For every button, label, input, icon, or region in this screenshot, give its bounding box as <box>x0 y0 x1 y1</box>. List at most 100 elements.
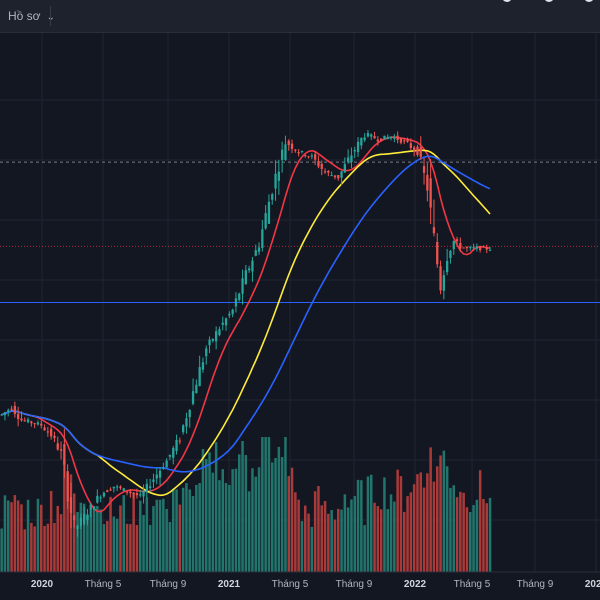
candlestick <box>290 139 294 154</box>
volume-bar <box>409 492 413 572</box>
candlestick <box>10 405 13 412</box>
candlestick <box>337 174 340 181</box>
candlestick <box>307 155 310 159</box>
candlestick <box>429 159 432 225</box>
candlestick <box>99 495 102 503</box>
candlestick <box>389 136 393 141</box>
candlestick <box>76 524 79 537</box>
candlestick <box>182 424 185 435</box>
candlestick <box>129 489 132 498</box>
candlestick <box>353 146 356 158</box>
candlestick <box>231 308 234 318</box>
volume-bar <box>383 477 386 572</box>
candlestick <box>142 484 145 504</box>
volume-bar <box>0 528 3 572</box>
volume-bar <box>195 484 198 572</box>
volume-bar <box>231 469 234 572</box>
candlestick <box>59 441 63 460</box>
volume-bar <box>445 466 449 572</box>
volume-bar <box>86 514 89 572</box>
volume-bar <box>63 460 66 572</box>
candlestick <box>3 411 7 421</box>
volume-bar <box>178 504 182 572</box>
volume-bar <box>59 514 63 572</box>
candlestick <box>89 502 92 517</box>
candlestick <box>224 317 228 331</box>
volume-bar <box>66 473 69 572</box>
candlestick <box>449 249 452 264</box>
candlestick <box>294 148 297 153</box>
candlestick <box>472 243 475 252</box>
volume-bar <box>264 437 267 572</box>
volume-bar <box>30 522 33 572</box>
volume-bar <box>452 485 455 572</box>
candlestick <box>432 199 436 237</box>
candlestick <box>264 205 267 230</box>
candlestick <box>195 379 198 394</box>
x-tick-label: Tháng 9 <box>336 579 373 590</box>
candlestick <box>439 260 442 295</box>
circle-icon[interactable] <box>584 0 594 2</box>
volume-bar <box>304 505 307 572</box>
volume-bar <box>224 483 228 572</box>
x-tick-label: 2022 <box>404 579 427 590</box>
candlestick <box>479 245 482 253</box>
volume-bar <box>459 491 462 572</box>
volume-bar <box>139 500 142 572</box>
candlestick <box>56 436 59 451</box>
volume-bar <box>205 458 208 572</box>
volume-bar <box>125 523 129 572</box>
candlestick <box>152 473 155 488</box>
x-tick-label: 2021 <box>218 579 241 590</box>
candlestick <box>459 237 462 252</box>
circle-icon[interactable] <box>544 0 554 2</box>
volume-bar <box>379 509 383 572</box>
candlestick <box>185 412 188 434</box>
candlestick <box>446 248 449 276</box>
candlestick <box>297 149 300 157</box>
volume-bar <box>426 473 429 572</box>
candlestick <box>215 326 218 350</box>
candlestick <box>254 244 257 257</box>
candlestick <box>485 244 488 254</box>
top-toolbar: Hồ sơ⌄ <box>0 0 600 33</box>
candlestick <box>347 149 350 164</box>
candlestick <box>33 422 36 429</box>
candlestick <box>327 169 330 177</box>
candlestick <box>383 135 386 140</box>
volume-bar <box>343 494 347 572</box>
volume-bar <box>214 442 218 572</box>
candlestick <box>320 160 323 176</box>
volume-bar <box>294 492 297 572</box>
volume-bar <box>218 480 221 572</box>
candlestick <box>409 138 412 151</box>
volume-bar <box>277 446 281 572</box>
candlestick <box>314 151 317 165</box>
volume-bar <box>406 496 409 572</box>
volume-bar <box>198 483 201 572</box>
circle-icon[interactable] <box>502 0 512 2</box>
candlestick <box>436 233 439 268</box>
candlestick <box>63 428 66 479</box>
volume-bar <box>244 455 248 572</box>
volume-bar <box>135 525 139 572</box>
volume-bar <box>76 511 79 572</box>
time-axis: 2020 Tháng 5 Tháng 9 2021 Tháng 5 Tháng 9 2022… <box>0 571 600 590</box>
candlestick <box>360 137 363 150</box>
candlestick <box>36 420 40 426</box>
volume-bar <box>201 448 205 572</box>
candlestick <box>419 136 422 160</box>
volume-bar <box>267 437 271 572</box>
volume-bar <box>26 499 30 572</box>
candlestick <box>241 269 244 305</box>
candlestick <box>201 357 205 373</box>
volume-bar <box>399 476 403 572</box>
volume-bar <box>327 513 330 572</box>
candlestick <box>30 420 33 427</box>
candlestick <box>13 401 16 418</box>
volume-bar <box>274 457 277 572</box>
volume-bar <box>472 505 475 572</box>
volume-bar <box>43 525 46 572</box>
volume-bar <box>73 493 76 572</box>
